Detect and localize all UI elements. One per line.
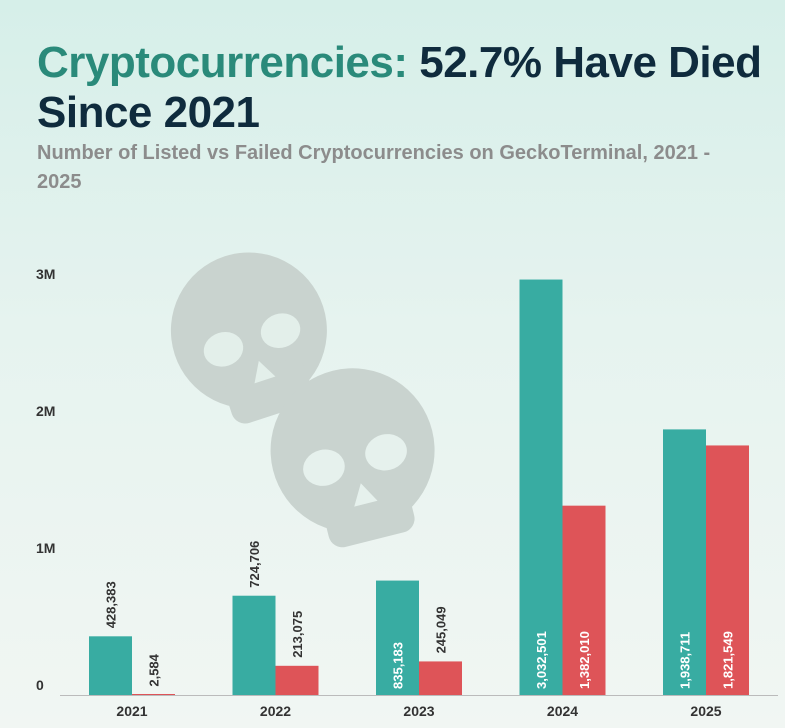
x-tick-label: 2025 [690,703,721,719]
bar [89,636,132,695]
bar [663,429,706,695]
y-tick-label: 0 [36,677,44,693]
data-label: 724,706 [247,541,262,588]
data-label: 245,049 [434,606,449,653]
data-label: 1,938,711 [678,632,693,689]
x-axis: 2021 2022 2023 2024 2025 [116,703,721,719]
x-tick-label: 2024 [547,703,578,719]
data-label: 835,183 [391,642,406,689]
x-tick-label: 2022 [260,703,291,719]
y-axis: 0 1M 2M 3M [36,266,55,693]
bars: 428,383 2,584 724,706 213,075 835,183 245,049… [89,279,749,695]
bar [419,661,462,695]
bar [706,445,749,695]
y-tick-label: 3M [36,266,55,282]
data-label: 428,383 [104,581,119,628]
data-label: 1,382,010 [577,631,592,689]
data-label: 3,032,501 [534,631,549,689]
y-tick-label: 1M [36,540,55,556]
bar [232,595,276,695]
data-label: 2,584 [147,653,162,686]
chart-title: Cryptocurrencies: 52.7% Have Died Since … [37,38,777,138]
data-label: 1,821,549 [721,631,736,689]
bar [562,505,606,695]
bar [519,279,563,695]
chart-subtitle: Number of Listed vs Failed Cryptocurrenc… [37,142,711,193]
title-rest: 52.7% Have Died Since 2021 [37,38,762,137]
x-tick-label: 2023 [403,703,434,719]
x-tick-label: 2021 [116,703,147,719]
bar [376,580,419,695]
y-tick-label: 2M [36,403,55,419]
bar [132,694,175,695]
title-highlight: Cryptocurrencies: [37,38,408,87]
bar [275,665,319,695]
skull-icon [170,252,435,548]
data-label: 213,075 [290,611,305,658]
